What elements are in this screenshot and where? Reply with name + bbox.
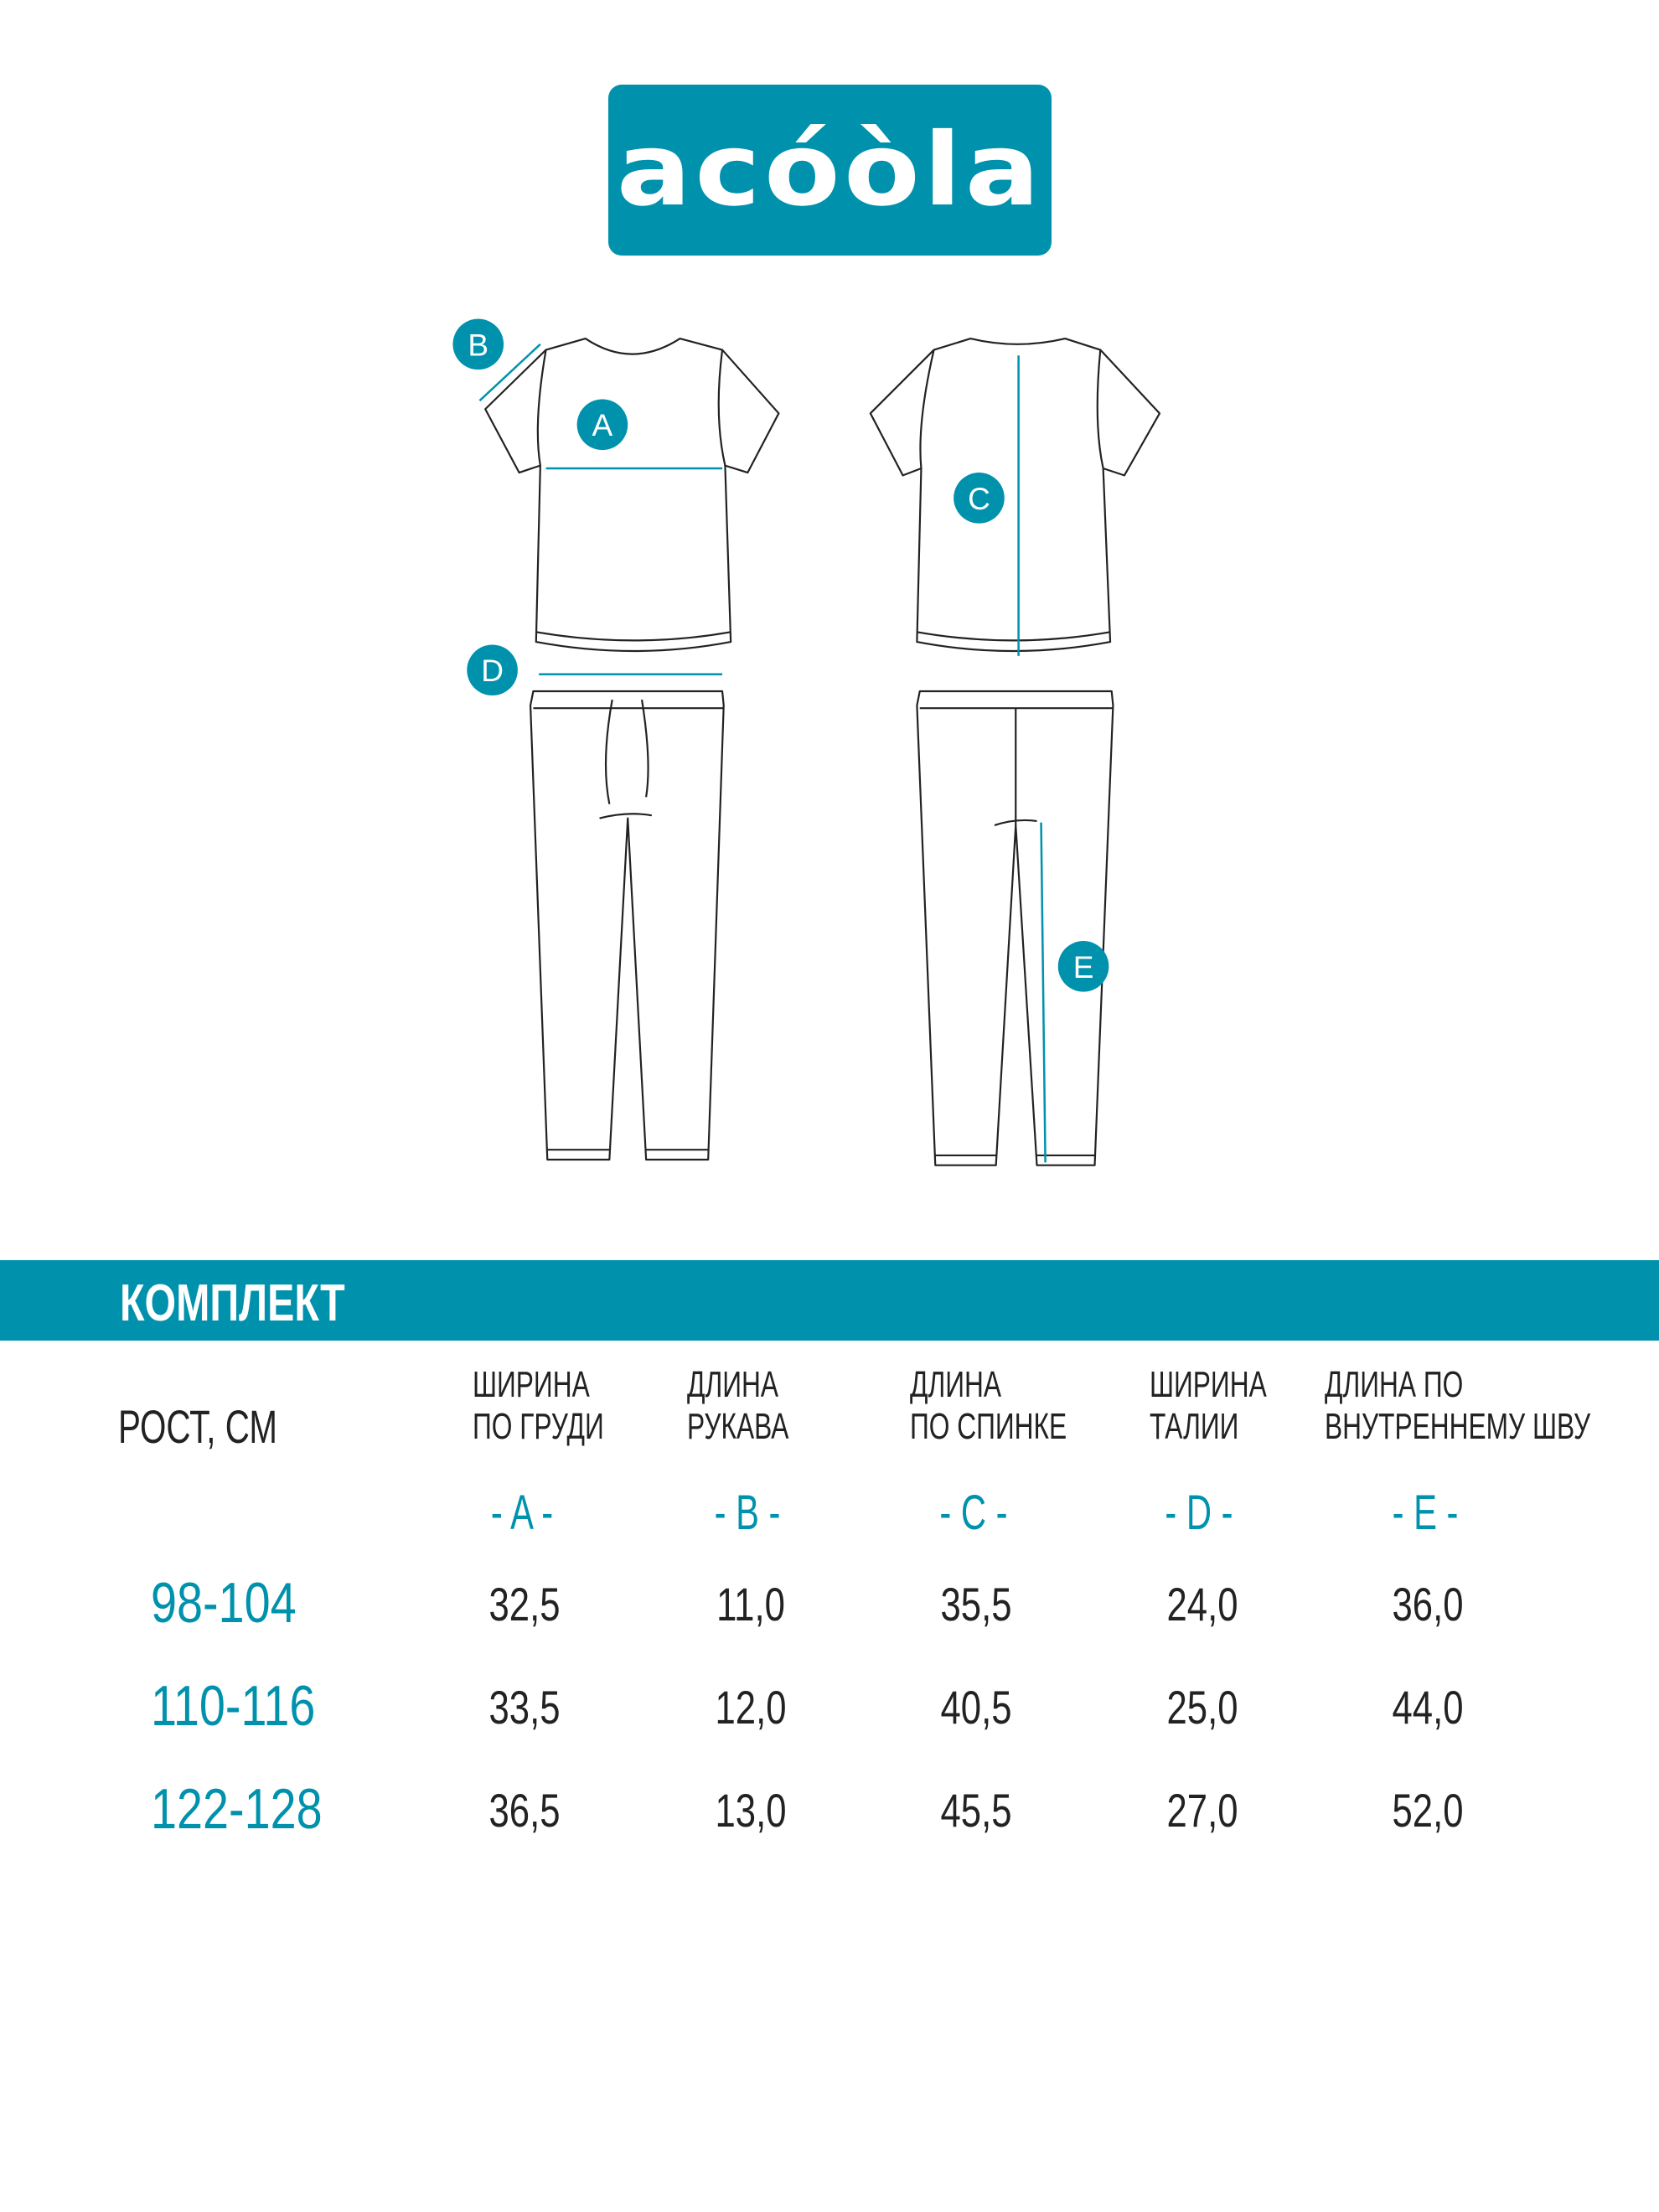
value-c: 40,5: [940, 1681, 1012, 1734]
tshirt-back-armholes: [917, 349, 1111, 642]
measure-e-line: [1040, 822, 1047, 1163]
section-title: КОМПЛЕКТ: [120, 1274, 345, 1332]
row-header: РОСТ, СМ: [118, 1400, 277, 1453]
marker-b: [452, 318, 504, 370]
marker-b-label: B: [468, 327, 488, 362]
value-d: 24,0: [1166, 1578, 1238, 1631]
value-a: 32,5: [488, 1578, 561, 1631]
pants-back-details: [919, 707, 1114, 1157]
tshirt-front: [484, 337, 780, 653]
marker-e-label: E: [1073, 949, 1094, 985]
tshirt-back: [869, 337, 1161, 653]
pants-back: [916, 690, 1114, 1166]
marker-e: [1057, 941, 1109, 992]
value-a: 33,5: [488, 1681, 561, 1734]
marker-c-label: C: [968, 481, 990, 516]
column-header-b: ДЛИНА РУКАВА: [687, 1364, 789, 1447]
marker-d: [467, 644, 518, 696]
value-e: 52,0: [1392, 1784, 1464, 1837]
value-a: 36,5: [488, 1784, 561, 1837]
value-c: 35,5: [940, 1578, 1012, 1631]
size-label: 98-104: [151, 1571, 297, 1635]
tshirt-front-armholes: [535, 349, 731, 642]
value-c: 45,5: [940, 1784, 1012, 1837]
marker-a-label: A: [592, 407, 613, 442]
column-letter-b: - B -: [714, 1486, 781, 1540]
size-label: 122-128: [151, 1777, 323, 1841]
logo-text: acóòla: [616, 111, 1044, 229]
value-d: 25,0: [1166, 1681, 1238, 1734]
column-letter-c: - C -: [939, 1486, 1008, 1540]
value-b: 12,0: [715, 1681, 787, 1734]
value-e: 44,0: [1392, 1681, 1464, 1734]
measure-b-line: [478, 343, 541, 402]
pants-front-details: [533, 699, 724, 1151]
marker-a: [576, 399, 628, 451]
value-b: 11,0: [716, 1578, 785, 1631]
column-header-e: ДЛИНА ПО ВНУТРЕННЕМУ ШВУ: [1325, 1364, 1591, 1447]
size-label: 110-116: [151, 1674, 316, 1738]
brand-logo: acóòla: [608, 85, 1052, 256]
column-letter-a: - A -: [490, 1486, 554, 1540]
column-letter-e: - E -: [1392, 1486, 1459, 1540]
section-band: КОМПЛЕКТ: [0, 1260, 1659, 1341]
value-d: 27,0: [1166, 1784, 1238, 1837]
marker-d-label: D: [481, 653, 504, 688]
column-header-d: ШИРИНА ТАЛИИ: [1150, 1364, 1267, 1447]
value-b: 13,0: [715, 1784, 787, 1837]
marker-c: [954, 473, 1005, 524]
pants-front: [529, 690, 725, 1161]
column-letter-d: - D -: [1165, 1486, 1233, 1540]
column-header-c: ДЛИНА ПО СПИНКЕ: [910, 1364, 1067, 1447]
value-e: 36,0: [1392, 1578, 1464, 1631]
column-header-a: ШИРИНА ПО ГРУДИ: [473, 1364, 604, 1447]
